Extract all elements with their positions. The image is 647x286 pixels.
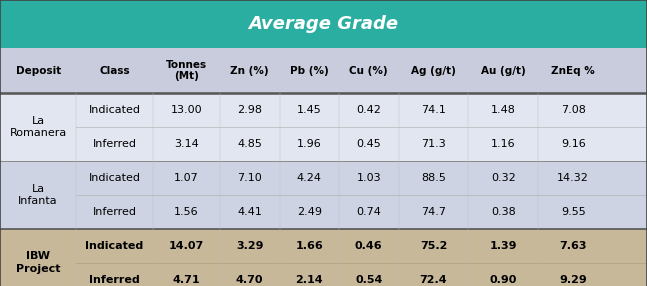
Bar bbox=[0, 263, 647, 286]
Text: 2.49: 2.49 bbox=[297, 207, 322, 217]
Bar bbox=[0, 195, 647, 229]
Text: IBW
Project: IBW Project bbox=[16, 251, 60, 274]
Text: Average Grade: Average Grade bbox=[248, 15, 399, 33]
Text: 9.29: 9.29 bbox=[560, 275, 587, 285]
Text: 0.90: 0.90 bbox=[490, 275, 517, 285]
Text: 74.7: 74.7 bbox=[421, 207, 446, 217]
Text: Au (g/t): Au (g/t) bbox=[481, 66, 526, 76]
Text: 2.98: 2.98 bbox=[237, 105, 262, 115]
Text: Indicated: Indicated bbox=[85, 241, 144, 251]
Text: 0.74: 0.74 bbox=[356, 207, 381, 217]
Text: Inferred: Inferred bbox=[93, 139, 137, 149]
Bar bbox=[0, 0, 647, 48]
Text: 4.71: 4.71 bbox=[173, 275, 200, 285]
Text: 1.56: 1.56 bbox=[174, 207, 199, 217]
Text: 0.46: 0.46 bbox=[355, 241, 382, 251]
Text: 0.54: 0.54 bbox=[355, 275, 382, 285]
Bar bbox=[0, 93, 647, 127]
Text: 1.39: 1.39 bbox=[490, 241, 517, 251]
Text: 0.42: 0.42 bbox=[356, 105, 381, 115]
Text: 2.14: 2.14 bbox=[296, 275, 323, 285]
Text: 7.10: 7.10 bbox=[237, 173, 262, 183]
Text: 74.1: 74.1 bbox=[421, 105, 446, 115]
Text: Ag (g/t): Ag (g/t) bbox=[411, 66, 456, 76]
Text: 9.16: 9.16 bbox=[561, 139, 586, 149]
Text: 13.00: 13.00 bbox=[171, 105, 202, 115]
Text: 4.85: 4.85 bbox=[237, 139, 262, 149]
Text: 88.5: 88.5 bbox=[421, 173, 446, 183]
Text: 3.14: 3.14 bbox=[174, 139, 199, 149]
Text: La
Infanta: La Infanta bbox=[18, 184, 58, 206]
Text: 1.96: 1.96 bbox=[297, 139, 322, 149]
Text: 14.32: 14.32 bbox=[557, 173, 589, 183]
Bar bbox=[0, 229, 647, 263]
Text: Class: Class bbox=[99, 66, 130, 76]
Text: ZnEq %: ZnEq % bbox=[551, 66, 595, 76]
Text: 7.63: 7.63 bbox=[560, 241, 587, 251]
Text: 1.03: 1.03 bbox=[356, 173, 381, 183]
Text: La
Romanera: La Romanera bbox=[10, 116, 67, 138]
Text: Inferred: Inferred bbox=[89, 275, 140, 285]
Text: 0.38: 0.38 bbox=[491, 207, 516, 217]
Text: 71.3: 71.3 bbox=[421, 139, 446, 149]
Text: 75.2: 75.2 bbox=[420, 241, 447, 251]
Text: 4.24: 4.24 bbox=[297, 173, 322, 183]
Text: Deposit: Deposit bbox=[16, 66, 61, 76]
Text: 14.07: 14.07 bbox=[169, 241, 204, 251]
Text: 72.4: 72.4 bbox=[420, 275, 447, 285]
Text: 4.70: 4.70 bbox=[236, 275, 263, 285]
Text: Zn (%): Zn (%) bbox=[230, 66, 269, 76]
Bar bbox=[0, 161, 647, 195]
Text: 7.08: 7.08 bbox=[561, 105, 586, 115]
Text: Tonnes
(Mt): Tonnes (Mt) bbox=[166, 60, 207, 82]
Text: 1.07: 1.07 bbox=[174, 173, 199, 183]
Text: 3.29: 3.29 bbox=[236, 241, 263, 251]
Text: 1.48: 1.48 bbox=[491, 105, 516, 115]
Text: 1.45: 1.45 bbox=[297, 105, 322, 115]
Text: Cu (%): Cu (%) bbox=[349, 66, 388, 76]
Bar bbox=[0, 127, 647, 161]
Text: 0.32: 0.32 bbox=[491, 173, 516, 183]
Text: 4.41: 4.41 bbox=[237, 207, 262, 217]
Text: 1.66: 1.66 bbox=[296, 241, 323, 251]
Text: Indicated: Indicated bbox=[89, 105, 140, 115]
Bar bbox=[0, 48, 647, 93]
Text: 0.45: 0.45 bbox=[356, 139, 381, 149]
Text: Pb (%): Pb (%) bbox=[290, 66, 329, 76]
Text: 9.55: 9.55 bbox=[561, 207, 586, 217]
Text: 1.16: 1.16 bbox=[491, 139, 516, 149]
Text: Inferred: Inferred bbox=[93, 207, 137, 217]
Text: Indicated: Indicated bbox=[89, 173, 140, 183]
